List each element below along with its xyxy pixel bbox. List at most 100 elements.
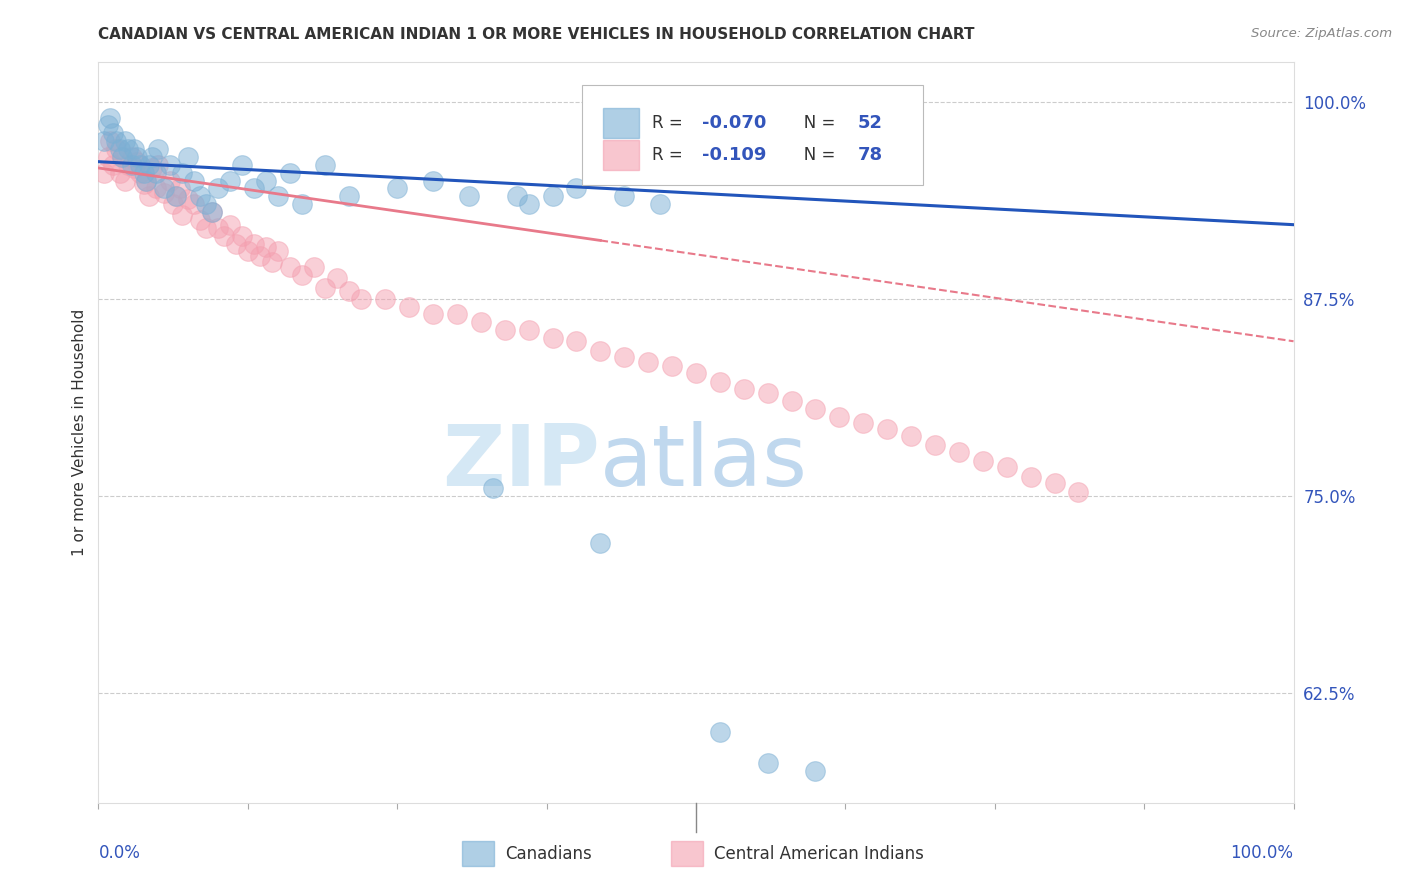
Point (972, 454, 994, 468)
Point (105, 142, 128, 156)
FancyBboxPatch shape (603, 140, 638, 169)
Point (374, 292, 396, 306)
Text: R =: R = (652, 146, 688, 164)
Point (165, 189, 187, 203)
Point (225, 236, 247, 251)
Point (804, 402, 827, 417)
Point (249, 249, 271, 263)
Point (756, 386, 779, 401)
Point (1043, 476, 1066, 491)
Point (172, 208, 194, 222)
Point (339, 284, 361, 298)
Point (278, 166, 301, 180)
Text: -0.109: -0.109 (702, 146, 766, 164)
FancyBboxPatch shape (603, 108, 638, 138)
Text: 100.0%: 100.0% (1230, 844, 1294, 862)
Point (138, 158, 160, 172)
Point (129, 158, 152, 172)
Point (105, 134, 128, 148)
Point (385, 181, 409, 195)
Point (121, 150, 143, 164)
Text: N =: N = (787, 146, 841, 164)
Text: Source: ZipAtlas.com: Source: ZipAtlas.com (1251, 27, 1392, 40)
Point (236, 244, 259, 259)
Point (125, 150, 148, 164)
Point (97, 119, 120, 133)
Point (169, 181, 191, 195)
Point (804, 764, 827, 779)
Point (98, 111, 122, 125)
Point (291, 197, 314, 211)
Point (278, 260, 301, 275)
Point (565, 181, 588, 195)
Point (101, 126, 124, 140)
Point (613, 189, 636, 203)
Point (219, 218, 242, 232)
Point (153, 181, 176, 195)
Point (124, 161, 146, 175)
Point (243, 236, 266, 251)
Point (506, 189, 529, 203)
Point (165, 189, 187, 203)
Point (159, 158, 181, 172)
Point (201, 205, 224, 219)
Point (422, 173, 444, 187)
Point (756, 756, 779, 771)
Point (315, 158, 337, 172)
Point (589, 343, 612, 358)
Point (231, 158, 253, 172)
Point (195, 220, 218, 235)
Point (162, 197, 184, 211)
Text: R =: R = (652, 114, 688, 132)
Point (565, 334, 588, 349)
Point (900, 429, 922, 443)
Point (267, 189, 290, 203)
Point (1067, 485, 1090, 500)
Point (135, 173, 157, 187)
Point (254, 240, 277, 254)
Point (924, 438, 946, 452)
Point (183, 173, 205, 187)
Point (145, 181, 167, 195)
Text: 0.0%: 0.0% (98, 844, 141, 862)
Point (125, 154, 148, 169)
Point (177, 150, 200, 164)
Point (648, 197, 672, 211)
Point (267, 244, 290, 259)
FancyBboxPatch shape (461, 840, 494, 866)
FancyBboxPatch shape (582, 85, 922, 185)
Point (398, 300, 420, 314)
Point (108, 142, 131, 156)
Point (458, 189, 481, 203)
Point (541, 189, 564, 203)
Point (148, 142, 170, 156)
Text: 52: 52 (858, 114, 883, 132)
Point (207, 220, 229, 235)
Point (517, 197, 540, 211)
Point (709, 375, 731, 389)
Point (141, 161, 163, 175)
Point (685, 366, 707, 380)
Point (183, 197, 205, 211)
Point (315, 281, 337, 295)
Point (494, 323, 516, 337)
Point (207, 181, 229, 195)
Point (114, 134, 136, 148)
Point (141, 150, 163, 164)
Point (541, 331, 564, 345)
Point (481, 481, 505, 495)
Text: -0.070: -0.070 (702, 114, 766, 132)
Point (145, 166, 167, 180)
Point (219, 173, 242, 187)
Text: Canadians: Canadians (505, 845, 592, 863)
Point (589, 536, 612, 550)
Point (172, 166, 194, 180)
Point (661, 359, 683, 374)
Point (339, 189, 361, 203)
Point (97, 150, 120, 164)
Point (291, 268, 314, 282)
Point (637, 355, 659, 369)
Point (101, 158, 124, 172)
Point (111, 150, 134, 164)
Point (995, 460, 1018, 475)
